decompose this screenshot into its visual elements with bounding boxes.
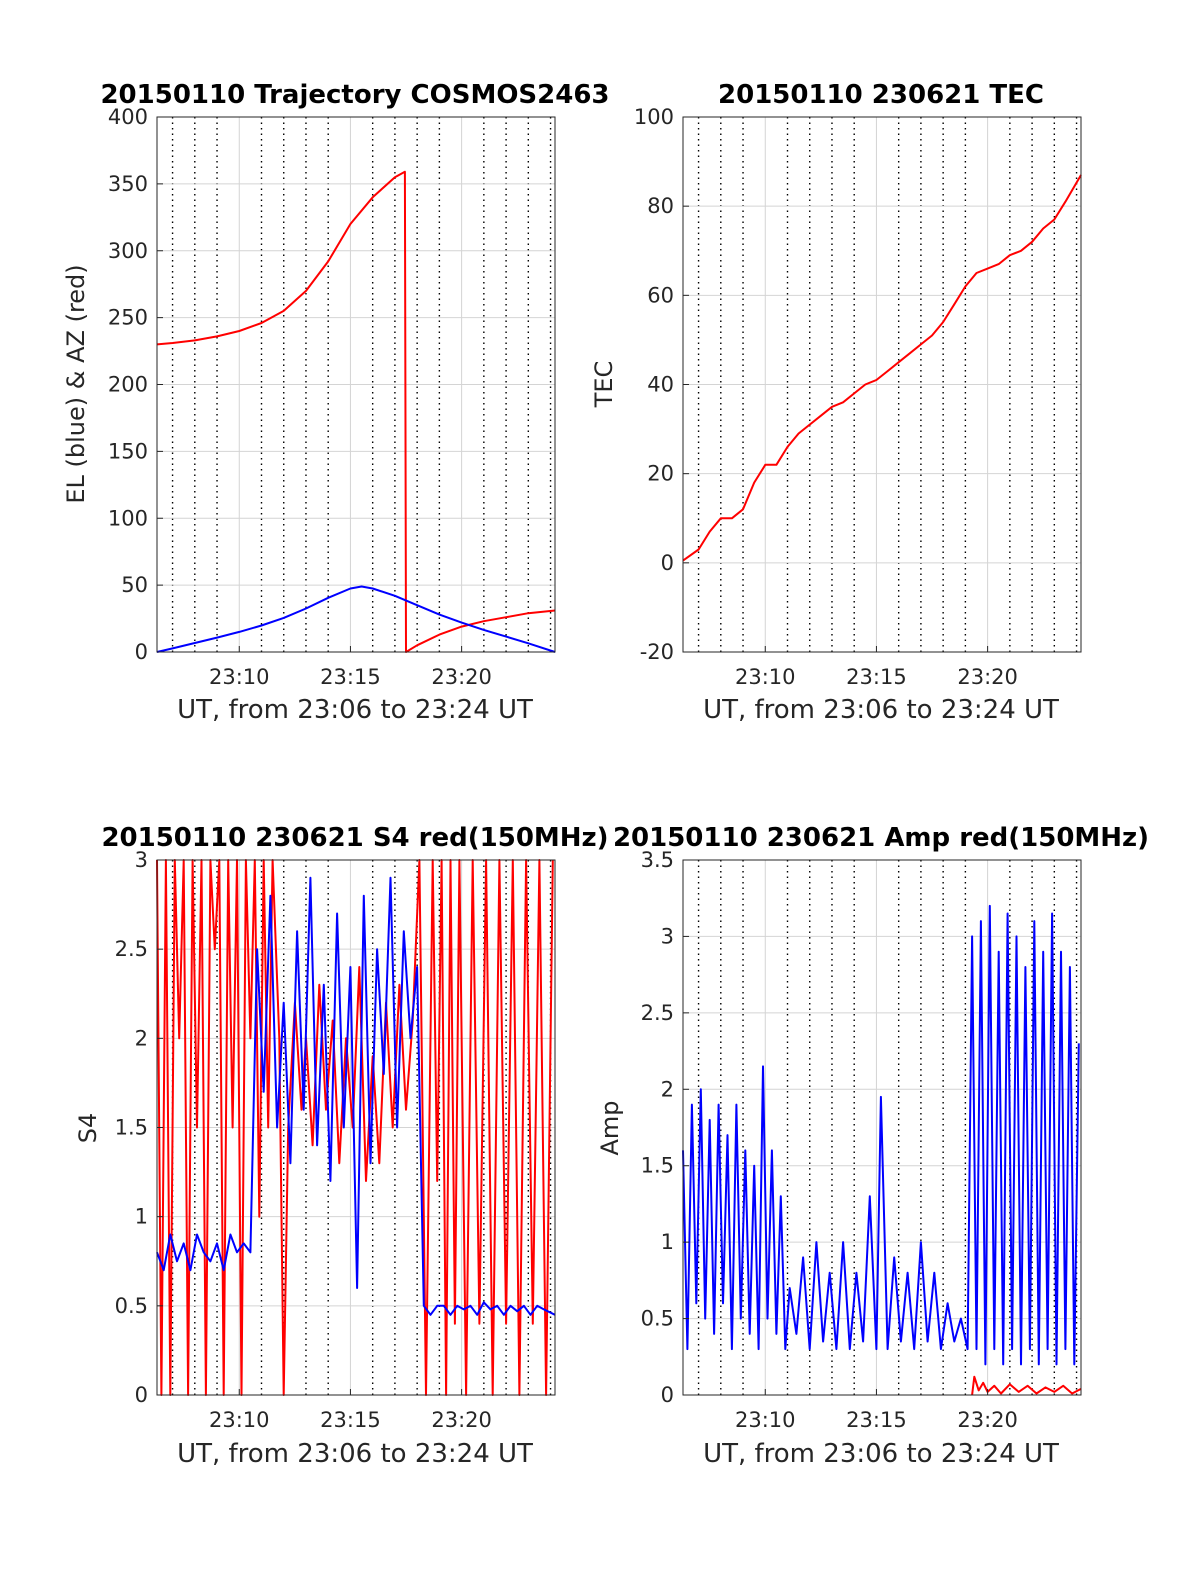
y-tick-label: 40	[647, 373, 674, 397]
panel-trajectory: 20150110 Trajectory COSMOS2463 UT, from …	[62, 80, 610, 725]
panel-title: 20150110 230621 Amp red(150MHz)	[613, 823, 1149, 853]
panel-title: 20150110 230621 TEC	[718, 80, 1044, 110]
x-tick-label: 23:15	[320, 665, 381, 689]
y-tick-label: 0.5	[115, 1294, 148, 1318]
x-tick-label: 23:10	[735, 665, 796, 689]
y-tick-label: 50	[121, 573, 148, 597]
panel-s4: 20150110 230621 S4 red(150MHz) UT, from …	[74, 823, 609, 1469]
grid-layer	[157, 116, 555, 653]
x-tick-label: 23:20	[957, 1408, 1018, 1432]
x-tick-label: 23:15	[846, 665, 907, 689]
y-tick-label: 60	[647, 283, 674, 307]
y-tick-label: -20	[640, 640, 674, 664]
y-tick-labels: 0 0.5 1 1.5 2 2.5 3	[115, 848, 163, 1407]
series-layer	[682, 904, 1082, 1396]
panel-title: 20150110 Trajectory COSMOS2463	[100, 80, 609, 110]
series-line	[156, 876, 556, 1316]
y-tick-label: 1	[661, 1230, 674, 1254]
y-tick-label: 350	[108, 172, 148, 196]
x-tick-label: 23:10	[735, 1408, 796, 1432]
y-tick-label: 2.5	[641, 1001, 674, 1025]
y-axis-label: EL (blue) & AZ (red)	[62, 264, 90, 503]
x-tick-label: 23:10	[209, 665, 270, 689]
x-tick-labels: 23:10 23:15 23:20	[209, 1389, 492, 1432]
y-tick-label: 250	[108, 306, 148, 330]
x-tick-label: 23:15	[846, 1408, 907, 1432]
plot-box	[682, 859, 1082, 1396]
panel-tec: 20150110 230621 TEC UT, from 23:06 to 23…	[590, 80, 1082, 725]
y-tick-label: 0.5	[641, 1307, 674, 1331]
x-axis-label: UT, from 23:06 to 23:24 UT	[177, 695, 533, 725]
x-tick-label: 23:20	[431, 665, 492, 689]
y-tick-label: 0	[135, 640, 148, 664]
y-tick-label: 0	[135, 1383, 148, 1407]
x-tick-labels: 23:10 23:15 23:20	[735, 646, 1018, 689]
y-tick-label: 0	[661, 1383, 674, 1407]
y-tick-label: 150	[108, 439, 148, 463]
series-line	[156, 859, 554, 1396]
series-line	[156, 170, 556, 653]
x-axis-label: UT, from 23:06 to 23:24 UT	[703, 1439, 1059, 1469]
series-line	[971, 1375, 1082, 1396]
plot-area: 0 0.5 1 1.5 2 2.5 3 23:10 23:15 23:20	[115, 848, 556, 1432]
x-tick-label: 23:20	[957, 665, 1018, 689]
plot-area: -20 0 20 40 60 80 100 23:10 23:15 23:20	[634, 105, 1082, 689]
series-line	[682, 174, 1082, 562]
plot-area: 0 0.5 1 1.5 2 2.5 3 3.5 23:10 23:15 23:20	[641, 848, 1082, 1432]
y-axis-label: TEC	[590, 361, 618, 409]
plot-area: 0 50 100 150 200 250 300 350 400 23:10 23:15 23:20	[108, 105, 556, 689]
y-tick-label: 0	[661, 551, 674, 575]
y-axis-label: Amp	[596, 1100, 624, 1155]
y-tick-label: 2	[661, 1077, 674, 1101]
y-tick-labels: -20 0 20 40 60 80 100	[634, 105, 689, 664]
x-tick-label: 23:20	[431, 1408, 492, 1432]
series-line	[682, 904, 1080, 1366]
x-tick-label: 23:10	[209, 1408, 270, 1432]
x-tick-label: 23:15	[320, 1408, 381, 1432]
y-axis-label: S4	[74, 1113, 102, 1144]
x-tick-labels: 23:10 23:15 23:20	[735, 1389, 1018, 1432]
y-tick-label: 100	[108, 506, 148, 530]
y-tick-label: 300	[108, 239, 148, 263]
series-layer	[156, 859, 556, 1396]
y-tick-label: 80	[647, 194, 674, 218]
y-tick-label: 3	[661, 924, 674, 948]
x-axis-label: UT, from 23:06 to 23:24 UT	[177, 1439, 533, 1469]
grid-layer	[157, 859, 555, 1396]
x-tick-labels: 23:10 23:15 23:20	[209, 646, 492, 689]
x-axis-label: UT, from 23:06 to 23:24 UT	[703, 695, 1059, 725]
y-tick-label: 1	[135, 1205, 148, 1229]
series-layer	[682, 174, 1082, 562]
panel-title: 20150110 230621 S4 red(150MHz)	[101, 823, 608, 853]
y-tick-label: 3	[135, 848, 148, 872]
y-tick-label: 2	[135, 1026, 148, 1050]
y-tick-label: 400	[108, 105, 148, 129]
y-tick-labels: 0 50 100 150 200 250 300 350 400	[108, 105, 163, 664]
y-tick-label: 200	[108, 373, 148, 397]
y-tick-labels: 0 0.5 1 1.5 2 2.5 3 3.5	[641, 848, 689, 1407]
series-line	[156, 585, 556, 653]
y-tick-label: 20	[647, 462, 674, 486]
panel-amp: 20150110 230621 Amp red(150MHz) UT, from…	[596, 823, 1149, 1469]
grid-layer	[683, 116, 1081, 653]
y-tick-label: 3.5	[641, 848, 674, 872]
series-layer	[156, 170, 556, 653]
y-tick-label: 2.5	[115, 937, 148, 961]
y-tick-label: 1.5	[641, 1154, 674, 1178]
y-tick-label: 1.5	[115, 1116, 148, 1140]
y-tick-label: 100	[634, 105, 674, 129]
